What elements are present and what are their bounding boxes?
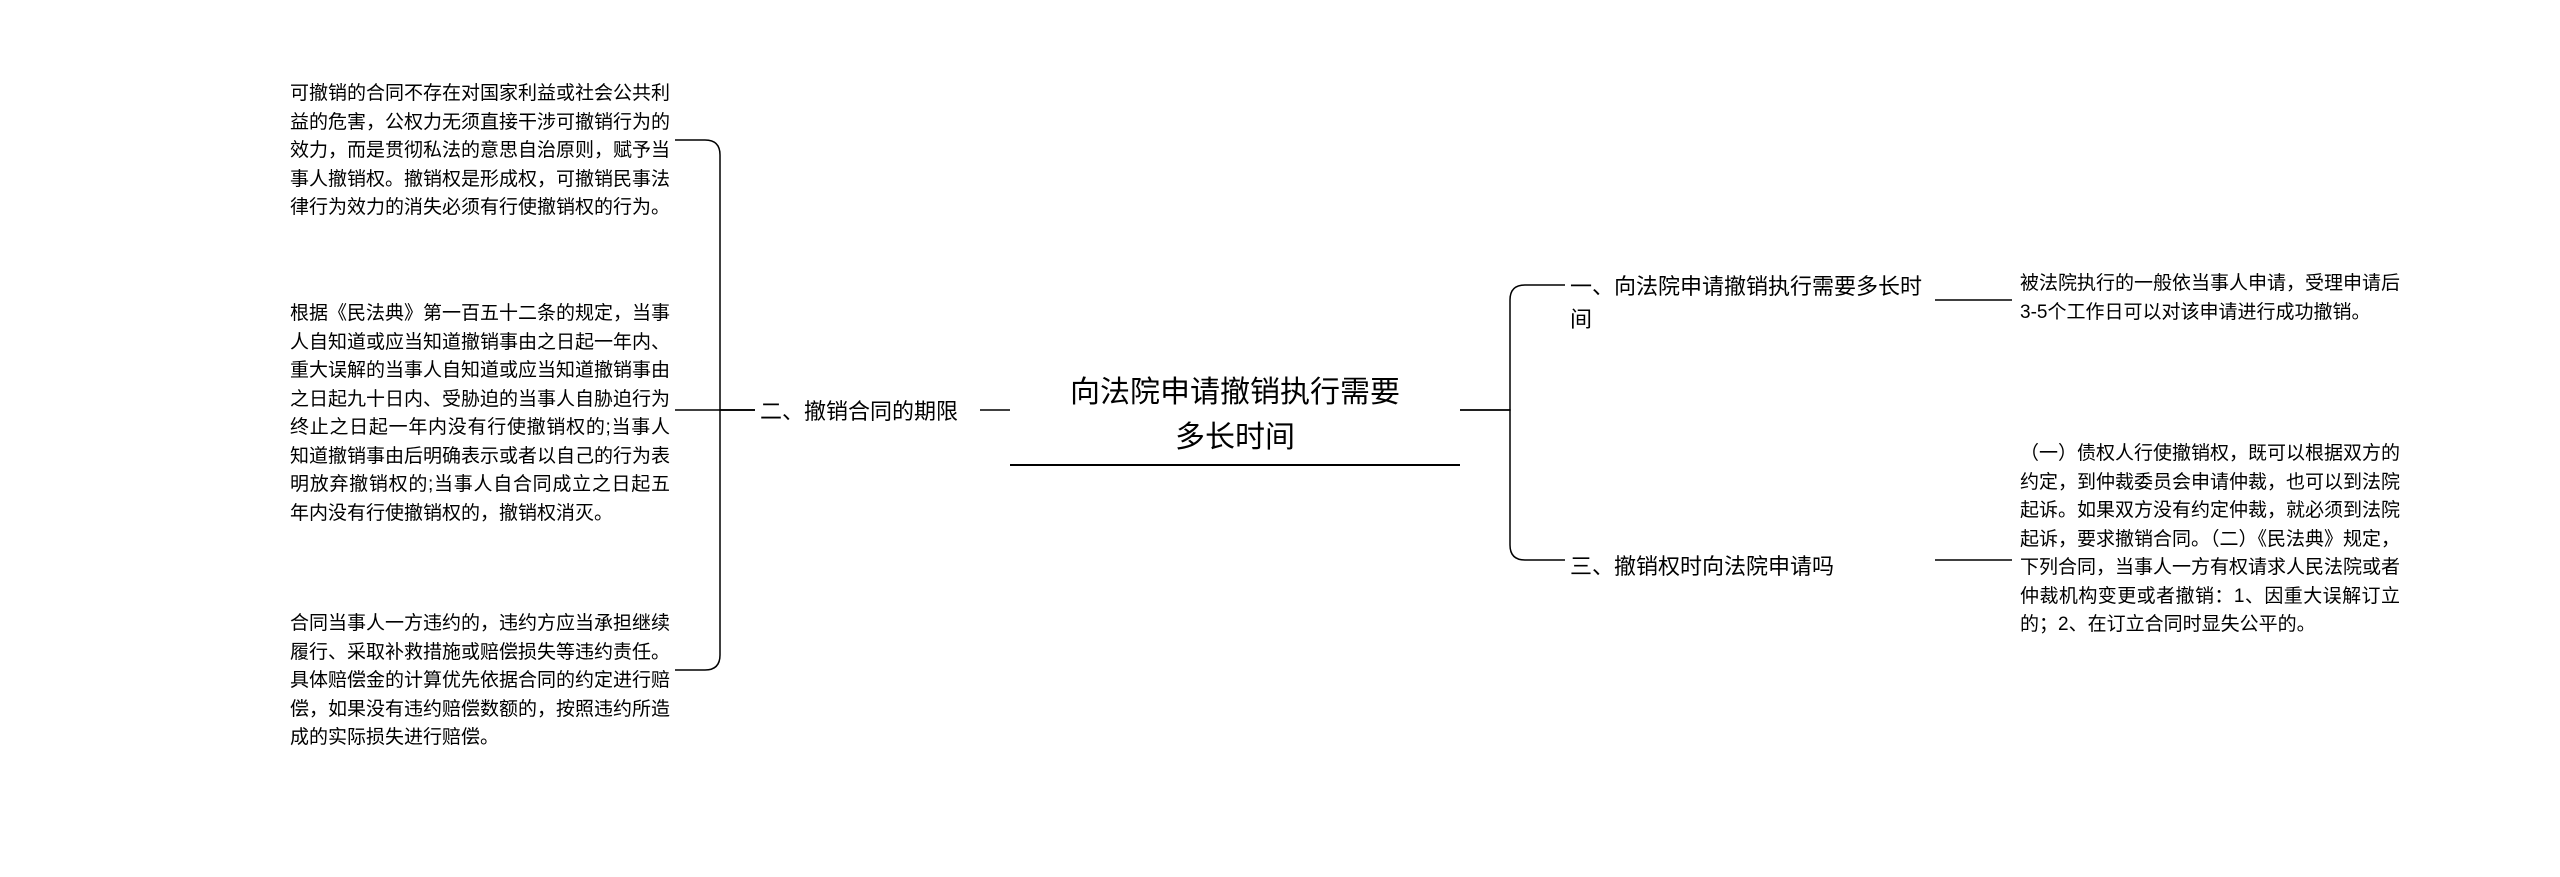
branch-2-leaf-2: 根据《民法典》第一百五十二条的规定，当事人自知道或应当知道撤销事由之日起一年内、… — [290, 300, 670, 528]
branch-3-leaf-text: （一）债权人行使撤销权，既可以根据双方的约定，到仲裁委员会申请仲裁，也可以到法院… — [2020, 443, 2400, 635]
branch-2-leaf-3-text: 合同当事人一方违约的，违约方应当承担继续履行、采取补救措施或赔偿损失等违约责任。… — [290, 613, 670, 748]
branch-3-leaf: （一）债权人行使撤销权，既可以根据双方的约定，到仲裁委员会申请仲裁，也可以到法院… — [2020, 440, 2400, 640]
root-title-line1: 向法院申请撤销执行需要 — [1010, 370, 1460, 415]
branch-2-label-text: 二、撤销合同的期限 — [760, 399, 958, 424]
branch-2-leaf-1: 可撤销的合同不存在对国家利益或社会公共利益的危害，公权力无须直接干涉可撤销行为的… — [290, 80, 670, 223]
branch-1-leaf-text: 被法院执行的一般依当事人申请，受理申请后3-5个工作日可以对该申请进行成功撤销。 — [2020, 273, 2400, 323]
branch-2-leaf-2-text: 根据《民法典》第一百五十二条的规定，当事人自知道或应当知道撤销事由之日起一年内、… — [290, 303, 670, 524]
branch-2-label: 二、撤销合同的期限 — [760, 395, 980, 428]
branch-1-label-text: 一、向法院申请撤销执行需要多长时间 — [1570, 274, 1922, 332]
branch-2-leaf-1-text: 可撤销的合同不存在对国家利益或社会公共利益的危害，公权力无须直接干涉可撤销行为的… — [290, 83, 670, 218]
branch-2-leaf-3: 合同当事人一方违约的，违约方应当承担继续履行、采取补救措施或赔偿损失等违约责任。… — [290, 610, 670, 753]
root-title-line2: 多长时间 — [1010, 415, 1460, 460]
branch-1-label: 一、向法院申请撤销执行需要多长时间 — [1570, 270, 1930, 336]
branch-3-label: 三、撤销权时向法院申请吗 — [1570, 550, 1930, 583]
branch-1-leaf: 被法院执行的一般依当事人申请，受理申请后3-5个工作日可以对该申请进行成功撤销。 — [2020, 270, 2400, 327]
root-node: 向法院申请撤销执行需要 多长时间 — [1010, 370, 1460, 466]
branch-3-label-text: 三、撤销权时向法院申请吗 — [1570, 554, 1834, 579]
